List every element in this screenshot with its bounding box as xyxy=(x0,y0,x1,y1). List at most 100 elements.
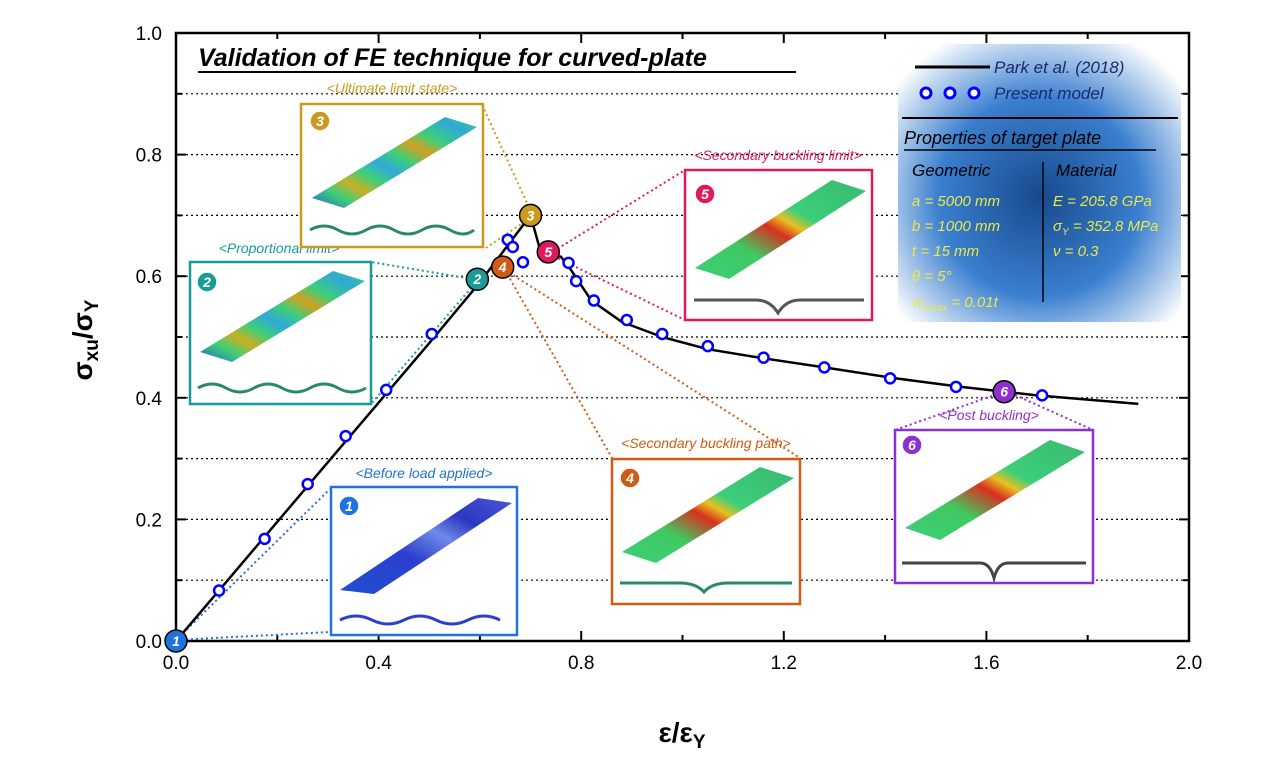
legend-marker-2 xyxy=(943,86,957,100)
data-point-present xyxy=(818,361,831,374)
sigma-subscript: Y xyxy=(1062,227,1070,238)
y-tick-label: 0.2 xyxy=(136,510,162,531)
legend-marker-1 xyxy=(919,86,933,100)
point-badges: 1 2 3 4 5 6 xyxy=(164,203,1016,653)
inset-4-number: 4 xyxy=(625,470,634,486)
legend-label-present: Present model xyxy=(994,84,1105,103)
inset-3-label: <Ultimate limit state> xyxy=(327,80,458,96)
x-tick-label: 0.0 xyxy=(163,653,189,674)
inset-6-badge xyxy=(901,434,923,456)
data-point-present xyxy=(425,327,439,341)
geometric-wo: womax = 0.01t xyxy=(912,294,999,314)
point-badge-number: 1 xyxy=(172,633,180,649)
material-heading: Material xyxy=(1056,161,1118,180)
inset-3-number: 3 xyxy=(316,113,324,129)
inset-1-number: 1 xyxy=(345,498,353,514)
leader-2b xyxy=(370,279,479,405)
material-sigma: σY = 352.8 MPa xyxy=(1053,218,1158,238)
data-point-present xyxy=(562,256,575,270)
leader-1b xyxy=(175,631,331,641)
geometric-t: t = 15 mm xyxy=(912,243,979,260)
y-tick-label: 0.4 xyxy=(136,389,163,410)
axes: 0.0 0.4 0.8 1.2 1.6 2.0 0.0 0.2 0.4 0.6 0.8 1.0 xyxy=(136,24,1203,674)
leader-5a xyxy=(548,169,686,255)
inset-4-plate xyxy=(622,467,794,563)
inset-1-plate xyxy=(340,498,512,594)
inset-6-label: <Post buckling> xyxy=(939,407,1039,423)
inset-5-label: <Secondary buckling limit> xyxy=(694,147,861,163)
point-badge xyxy=(164,629,188,653)
data-point-present xyxy=(655,327,669,341)
inset-1-badge xyxy=(338,495,360,517)
point-badge-number: 5 xyxy=(544,244,552,260)
inset-2-plate xyxy=(200,271,365,362)
inset-4-badge xyxy=(619,467,641,489)
inset-6-number: 6 xyxy=(908,437,916,453)
data-point-present xyxy=(258,532,271,546)
data-point-present xyxy=(506,240,520,254)
data-point-present xyxy=(587,294,601,307)
legend-label-park: Park et al. (2018) xyxy=(994,58,1124,77)
leader-6b xyxy=(1005,390,1094,431)
data-point-present xyxy=(883,372,897,385)
y-tick-label: 0.0 xyxy=(136,632,162,653)
point-badge xyxy=(465,267,490,291)
y-axis-title: σxu/σY xyxy=(67,299,103,380)
data-point-present xyxy=(212,584,226,597)
data-point-present xyxy=(569,274,583,288)
y-tick-label: 0.6 xyxy=(136,267,162,288)
leader-3a xyxy=(482,106,534,217)
legend-marker-3 xyxy=(967,86,981,100)
sigma-value: = 352.8 MPa xyxy=(1069,218,1159,235)
geometric-b: b = 1000 mm xyxy=(912,218,1000,235)
material-e: E = 205.8 GPa xyxy=(1053,193,1152,210)
x-tick-label: 0.4 xyxy=(365,653,392,674)
inset-6: <Post buckling> 6 xyxy=(893,407,1095,585)
geometric-theta: θ = 5° xyxy=(912,268,952,285)
inset-5: <Secondary buckling limit> 5 xyxy=(683,147,874,322)
inset-4-profile xyxy=(620,581,792,595)
inset-1-label: <Before load applied> xyxy=(356,465,493,481)
chart-title: Validation of FE technique for curved-pl… xyxy=(198,44,707,72)
data-point-present xyxy=(339,429,352,443)
wo-subscript: omax xyxy=(923,303,948,314)
geometric-a: a = 5000 mm xyxy=(912,193,1000,210)
data-point-present xyxy=(1035,389,1049,402)
series xyxy=(169,214,1139,648)
inset-3-profile xyxy=(309,224,475,236)
data-point-present xyxy=(516,255,530,269)
leader-4b xyxy=(504,269,801,459)
inset-3: <Ultimate limit state> 3 xyxy=(299,80,485,249)
inset-5-profile xyxy=(694,298,864,316)
point-badge xyxy=(992,379,1016,404)
leader-2a xyxy=(370,261,479,281)
point-badge-number: 4 xyxy=(498,259,507,275)
point-badge xyxy=(536,240,561,264)
inset-2-number: 2 xyxy=(202,274,211,290)
wo-symbol: w xyxy=(912,294,924,311)
y-tick-label: 1.0 xyxy=(136,24,162,45)
data-point-present xyxy=(949,380,963,394)
sigma-symbol: σ xyxy=(1053,218,1063,235)
inset-4: <Secondary buckling path> 4 xyxy=(610,435,802,606)
inset-3-plate xyxy=(312,117,477,208)
point-badge-number: 3 xyxy=(527,207,535,223)
point-badge-number: 6 xyxy=(1000,384,1008,400)
point-badge-number: 2 xyxy=(472,271,481,287)
leader-4a xyxy=(504,269,613,459)
x-tick-label: 1.2 xyxy=(771,653,797,674)
data-point-present xyxy=(701,339,715,353)
inset-1: <Before load applied> 1 xyxy=(329,465,519,637)
inset-5-plate xyxy=(695,180,866,279)
inset-6-plate xyxy=(905,440,1085,540)
wo-value: = 0.01t xyxy=(947,294,998,311)
x-tick-label: 1.6 xyxy=(973,653,999,674)
x-tick-label: 0.8 xyxy=(568,653,594,674)
properties-title: Properties of target plate xyxy=(904,128,1101,148)
point-badge xyxy=(518,203,543,228)
leader-1a xyxy=(175,488,331,641)
y-tick-label: 0.8 xyxy=(136,146,162,167)
x-axis-title: ε/εY xyxy=(658,717,705,753)
material-nu: ν = 0.3 xyxy=(1053,243,1099,260)
